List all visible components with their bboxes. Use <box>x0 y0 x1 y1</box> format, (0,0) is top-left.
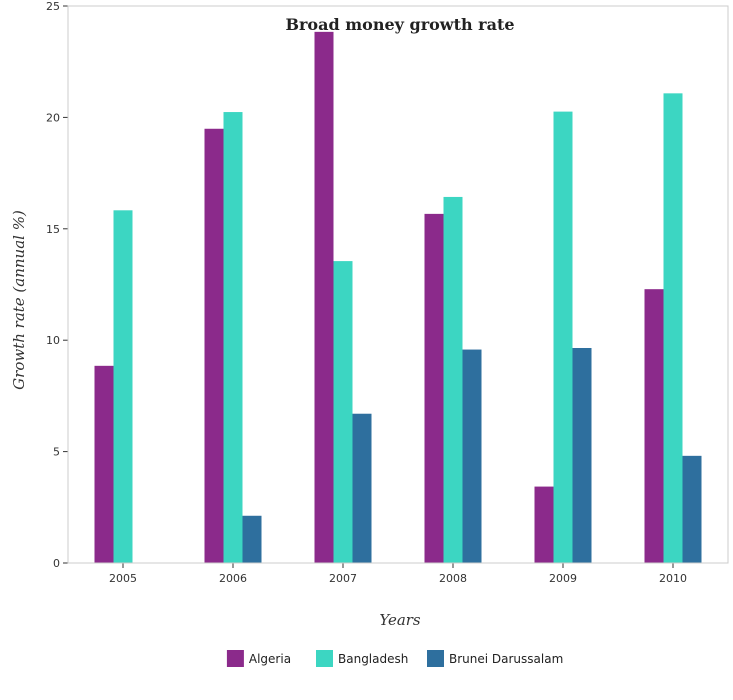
x-tick-label: 2006 <box>219 572 247 585</box>
bar-bangladesh-2009 <box>553 111 573 563</box>
bar-brunei-darussalam-2006 <box>242 515 262 563</box>
y-tick-label: 5 <box>53 446 60 459</box>
bar-algeria-2005 <box>94 365 114 563</box>
x-tick-label: 2005 <box>109 572 137 585</box>
y-tick-label: 15 <box>46 223 60 236</box>
legend-label: Brunei Darussalam <box>449 652 563 666</box>
bar-algeria-2008 <box>424 213 444 563</box>
legend-swatch-algeria <box>226 650 244 667</box>
chart-title: Broad money growth rate <box>285 15 514 34</box>
legend: Algeria Bangladesh Brunei Darussalam <box>226 650 563 667</box>
bar-brunei-darussalam-2008 <box>462 349 482 563</box>
legend-label: Algeria <box>249 652 291 666</box>
legend-swatch-bangladesh <box>316 650 333 667</box>
legend-label: Bangladesh <box>338 652 408 666</box>
bar-bangladesh-2010 <box>663 93 683 564</box>
x-axis-title: Years <box>379 611 421 629</box>
bar-bangladesh-2007 <box>333 261 353 563</box>
legend-swatch-brunei-darussalam <box>427 650 444 667</box>
bar-bangladesh-2006 <box>223 112 243 564</box>
bar-bangladesh-2005 <box>113 210 133 563</box>
x-tick-label: 2008 <box>439 572 467 585</box>
y-tick-label: 0 <box>53 557 60 570</box>
bar-algeria-2007 <box>314 31 334 564</box>
x-tick-label: 2010 <box>659 572 687 585</box>
plot-frame <box>67 5 729 564</box>
x-axis: 2005 2006 2007 2008 2009 2010 <box>68 562 728 585</box>
bar-brunei-darussalam-2007 <box>352 413 372 563</box>
bar-bangladesh-2008 <box>443 196 463 563</box>
bars <box>94 31 702 564</box>
y-tick-label: 25 <box>46 0 60 13</box>
bar-brunei-darussalam-2010 <box>682 455 702 563</box>
bar-algeria-2009 <box>534 486 554 563</box>
y-axis-title: Growth rate (annual %) <box>10 210 28 390</box>
y-axis: 0 5 10 15 20 25 <box>46 0 69 570</box>
y-tick-label: 20 <box>46 111 60 124</box>
x-tick-label: 2009 <box>549 572 577 585</box>
bar-algeria-2006 <box>204 128 224 563</box>
y-tick-label: 10 <box>46 334 60 347</box>
bar-algeria-2010 <box>644 289 664 563</box>
x-tick-label: 2007 <box>329 572 357 585</box>
bar-brunei-darussalam-2009 <box>572 347 592 563</box>
